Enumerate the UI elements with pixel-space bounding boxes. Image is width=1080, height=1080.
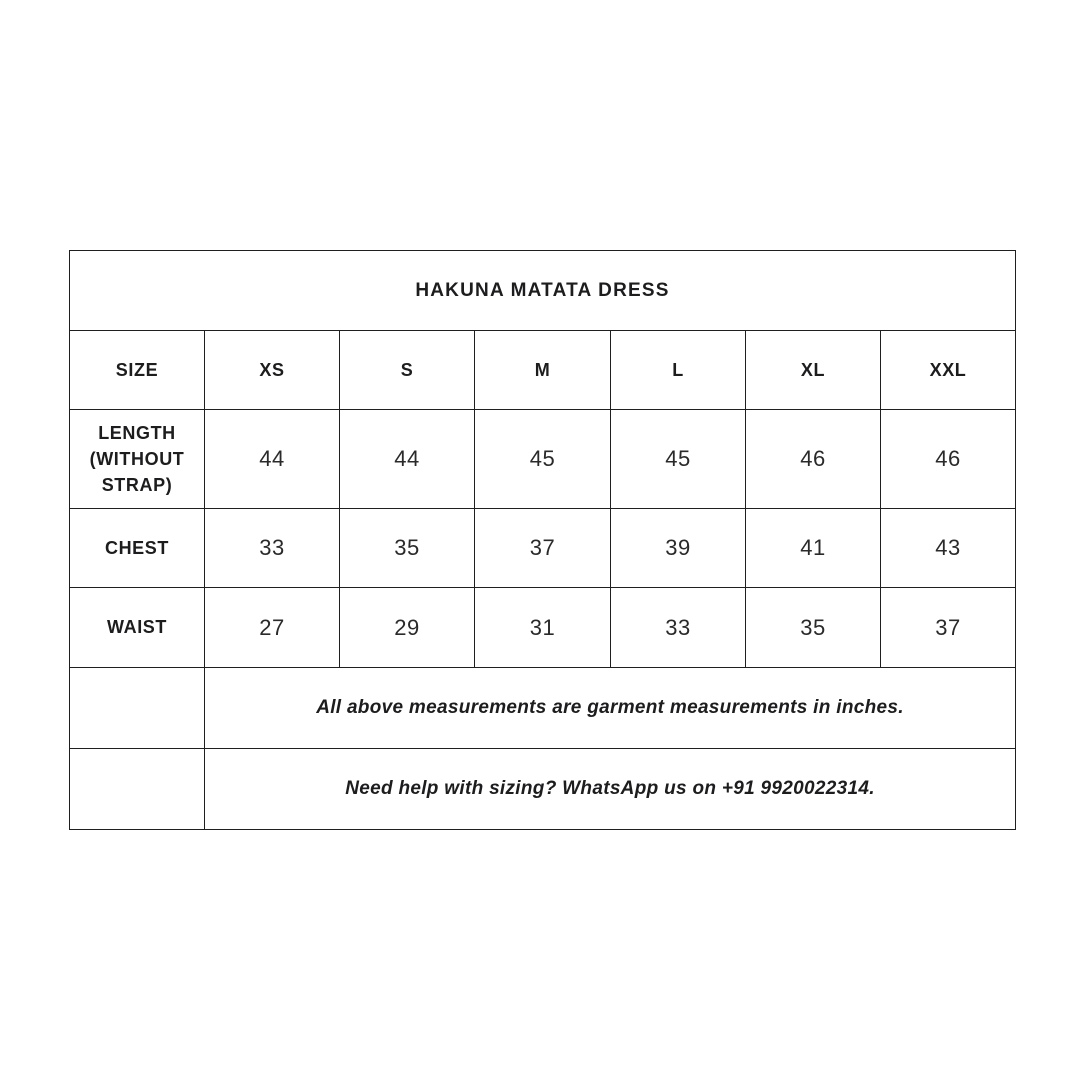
table-row-note-measurements: All above measurements are garment measu… xyxy=(69,667,1017,749)
table-row-waist: WAIST 27 29 31 33 35 37 xyxy=(69,587,1017,668)
header-size-s: S xyxy=(339,330,475,410)
length-value-m: 45 xyxy=(474,409,611,509)
chest-value-xxl: 43 xyxy=(879,508,1017,588)
waist-value-xl: 35 xyxy=(745,587,881,668)
header-size-m: M xyxy=(474,330,611,410)
empty-cell xyxy=(69,667,205,749)
length-value-xl: 46 xyxy=(745,409,881,509)
table-row-title: HAKUNA MATATA DRESS xyxy=(68,250,1017,331)
chest-value-s: 35 xyxy=(339,508,475,588)
row-label-length: LENGTH (WITHOUT STRAP) xyxy=(69,409,205,509)
chest-value-m: 37 xyxy=(474,508,611,588)
note-whatsapp-help: Need help with sizing? WhatsApp us on +9… xyxy=(203,748,1017,830)
table-row-header: SIZE XS S M L XL XXL xyxy=(69,330,1017,410)
table-row-chest: CHEST 33 35 37 39 41 43 xyxy=(69,508,1017,588)
chest-value-l: 39 xyxy=(610,508,746,588)
length-value-xs: 44 xyxy=(204,409,340,509)
header-size-xl: XL xyxy=(745,330,881,410)
header-size-label: SIZE xyxy=(69,330,205,410)
table-row-length: LENGTH (WITHOUT STRAP) 44 44 45 45 46 46 xyxy=(69,409,1017,509)
chest-value-xs: 33 xyxy=(204,508,340,588)
waist-value-m: 31 xyxy=(474,587,611,668)
length-value-xxl: 46 xyxy=(879,409,1017,509)
length-value-l: 45 xyxy=(610,409,746,509)
size-chart-table: HAKUNA MATATA DRESS SIZE XS S M L XL XXL… xyxy=(68,250,1017,830)
table-row-note-whatsapp: Need help with sizing? WhatsApp us on +9… xyxy=(69,748,1017,830)
row-label-chest: CHEST xyxy=(69,508,205,588)
waist-value-xxl: 37 xyxy=(879,587,1017,668)
header-size-l: L xyxy=(610,330,746,410)
empty-cell xyxy=(69,748,205,830)
row-label-waist: WAIST xyxy=(69,587,205,668)
waist-value-l: 33 xyxy=(610,587,746,668)
length-value-s: 44 xyxy=(339,409,475,509)
chart-title: HAKUNA MATATA DRESS xyxy=(68,250,1017,331)
chest-value-xl: 41 xyxy=(745,508,881,588)
header-size-xxl: XXL xyxy=(879,330,1017,410)
waist-value-xs: 27 xyxy=(204,587,340,668)
note-measurements: All above measurements are garment measu… xyxy=(203,667,1017,749)
header-size-xs: XS xyxy=(204,330,340,410)
waist-value-s: 29 xyxy=(339,587,475,668)
